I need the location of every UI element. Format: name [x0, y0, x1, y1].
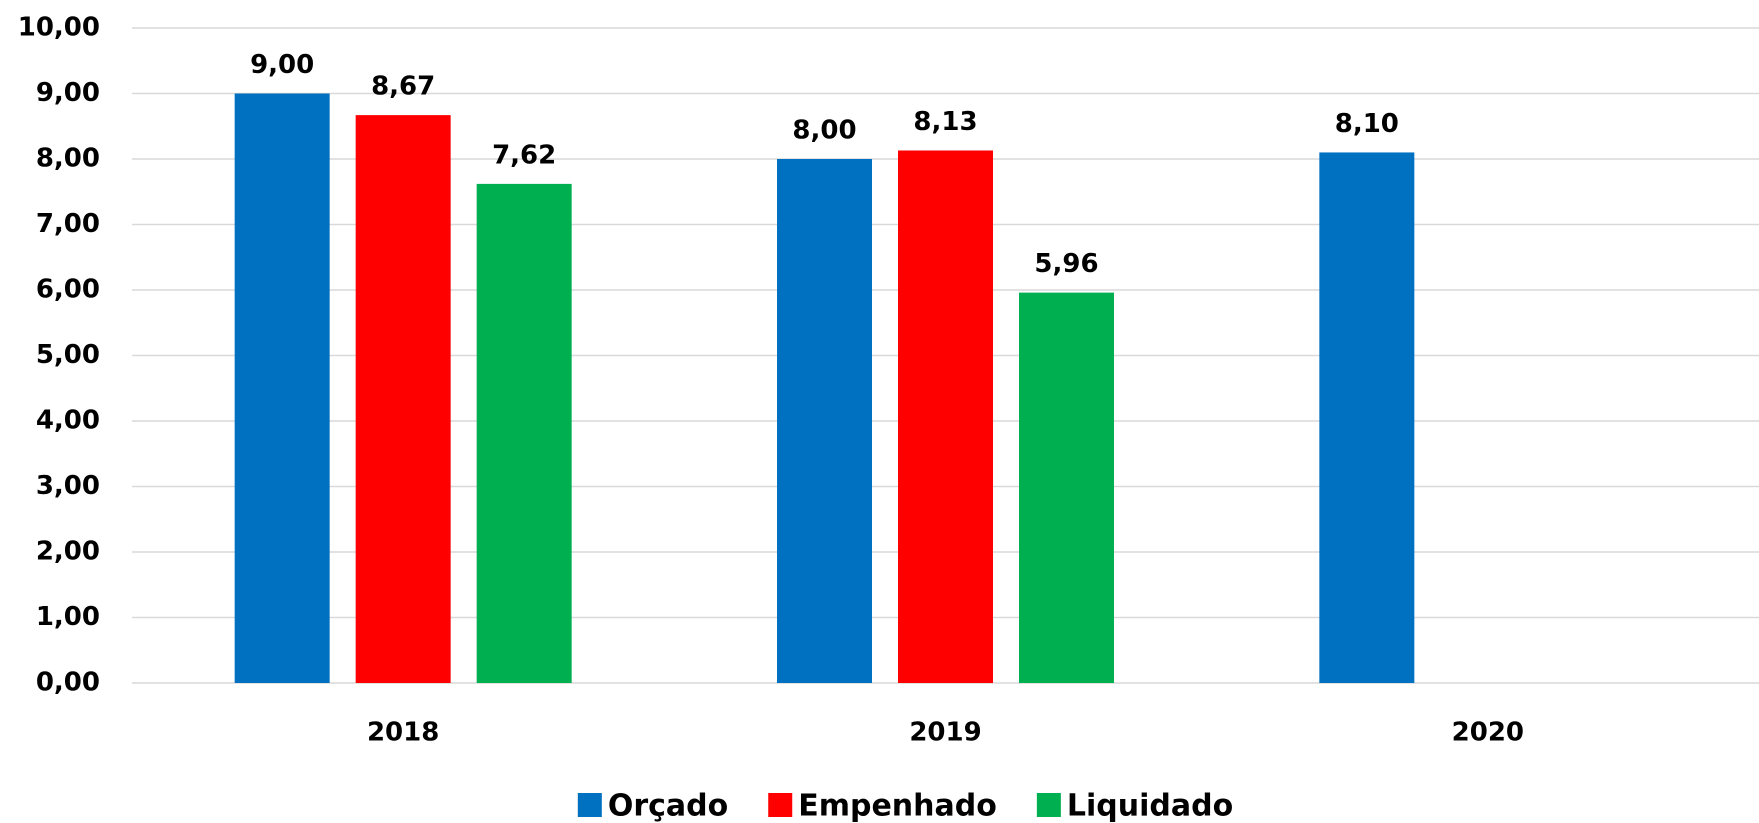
bar	[777, 159, 872, 683]
y-tick-label: 7,00	[36, 209, 100, 239]
data-label: 8,00	[792, 116, 856, 146]
y-tick-label: 4,00	[36, 406, 100, 436]
y-tick-label: 6,00	[36, 275, 100, 305]
bar	[1019, 292, 1114, 683]
bar	[1319, 152, 1415, 683]
x-tick-label: 2020	[1452, 718, 1524, 748]
legend-label: Orçado	[608, 789, 728, 823]
data-label: 9,00	[250, 50, 314, 80]
y-tick-label: 0,00	[36, 668, 100, 698]
y-tick-label: 1,00	[36, 602, 100, 632]
legend-swatch	[1036, 793, 1061, 817]
bar	[898, 150, 993, 684]
data-label: 8,67	[371, 72, 435, 102]
x-tick-label: 2019	[909, 718, 981, 748]
legend-label: Liquidado	[1067, 789, 1233, 823]
y-tick-label: 9,00	[36, 78, 100, 108]
y-tick-label: 10,00	[18, 13, 100, 43]
data-label: 5,96	[1034, 249, 1098, 279]
x-tick-label: 2018	[367, 718, 439, 748]
data-label: 8,13	[913, 107, 977, 137]
bar	[355, 115, 451, 684]
y-tick-label: 3,00	[36, 471, 100, 501]
y-tick-label: 2,00	[36, 537, 100, 567]
data-label: 7,62	[492, 140, 556, 170]
legend-label: Empenhado	[798, 789, 997, 823]
legend-swatch	[768, 793, 793, 817]
y-tick-label: 5,00	[36, 340, 100, 370]
y-tick-label: 8,00	[36, 144, 100, 174]
bar	[234, 93, 330, 683]
bar	[476, 183, 572, 683]
data-label: 8,10	[1335, 109, 1399, 139]
legend-swatch	[577, 793, 602, 817]
